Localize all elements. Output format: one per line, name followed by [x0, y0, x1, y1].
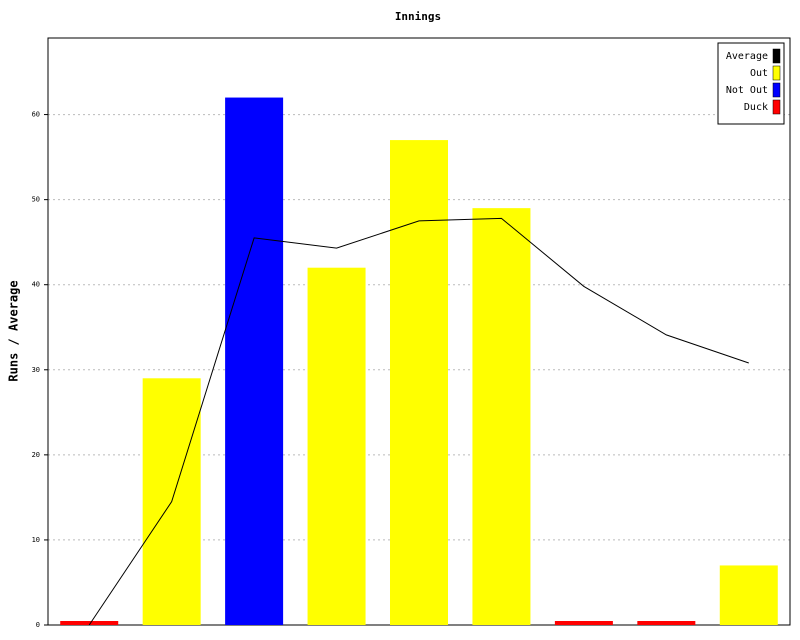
y-tick-label: 60: [32, 111, 40, 119]
y-tick-label: 20: [32, 451, 40, 459]
y-tick-label: 40: [32, 281, 40, 289]
y-tick-label: 10: [32, 536, 40, 544]
bar: [390, 140, 448, 625]
bar: [719, 565, 778, 625]
y-tick-label: 30: [32, 366, 40, 374]
legend-label: Not Out: [726, 85, 768, 96]
legend-label: Out: [750, 68, 768, 79]
bar: [472, 208, 531, 625]
y-tick-label: 0: [36, 621, 40, 629]
legend-swatch: [772, 48, 781, 64]
legend-label: Average: [726, 51, 768, 62]
legend-swatch: [772, 82, 781, 98]
bar: [637, 621, 696, 625]
legend-swatch: [772, 65, 781, 81]
legend-label: Duck: [744, 102, 768, 113]
legend-swatch: [772, 99, 781, 115]
y-axis-label: Runs / Average: [7, 280, 21, 381]
bar: [554, 621, 613, 625]
chart-title: Innings: [395, 10, 441, 23]
y-tick-label: 50: [32, 196, 40, 204]
bar: [60, 621, 119, 625]
bar: [225, 97, 284, 626]
average-line: [88, 217, 749, 626]
bar: [307, 267, 366, 625]
